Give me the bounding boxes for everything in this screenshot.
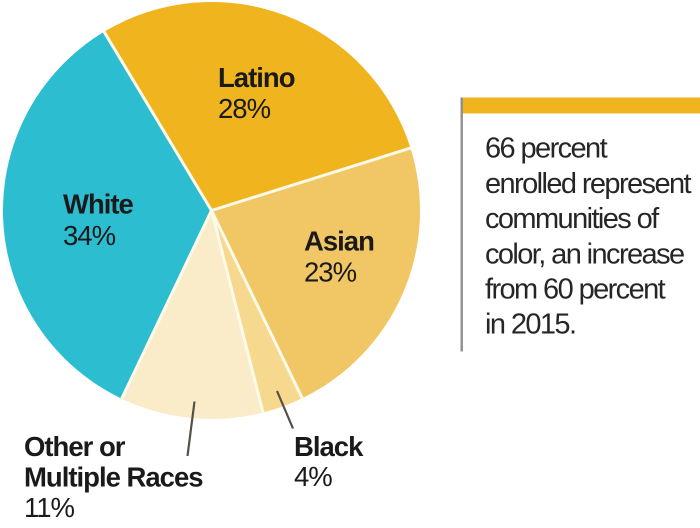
svg-text:66 percent: 66 percent bbox=[485, 133, 608, 165]
svg-text:4%: 4% bbox=[294, 461, 332, 492]
svg-text:28%: 28% bbox=[218, 93, 271, 124]
svg-text:enrolled represent: enrolled represent bbox=[485, 168, 691, 200]
svg-text:Multiple Races: Multiple Races bbox=[24, 462, 203, 493]
svg-text:from 60 percent: from 60 percent bbox=[485, 274, 666, 306]
svg-text:Asian: Asian bbox=[304, 226, 374, 257]
svg-text:11%: 11% bbox=[24, 492, 75, 523]
svg-text:34%: 34% bbox=[63, 220, 116, 251]
svg-text:in 2015.: in 2015. bbox=[485, 309, 575, 341]
svg-text:communities of: communities of bbox=[485, 203, 660, 235]
svg-text:Latino: Latino bbox=[218, 62, 295, 93]
svg-text:White: White bbox=[63, 189, 134, 220]
svg-text:Other or: Other or bbox=[24, 431, 126, 462]
svg-text:color, an increase: color, an increase bbox=[485, 238, 684, 270]
svg-text:Black: Black bbox=[294, 431, 364, 462]
svg-text:23%: 23% bbox=[304, 257, 357, 288]
